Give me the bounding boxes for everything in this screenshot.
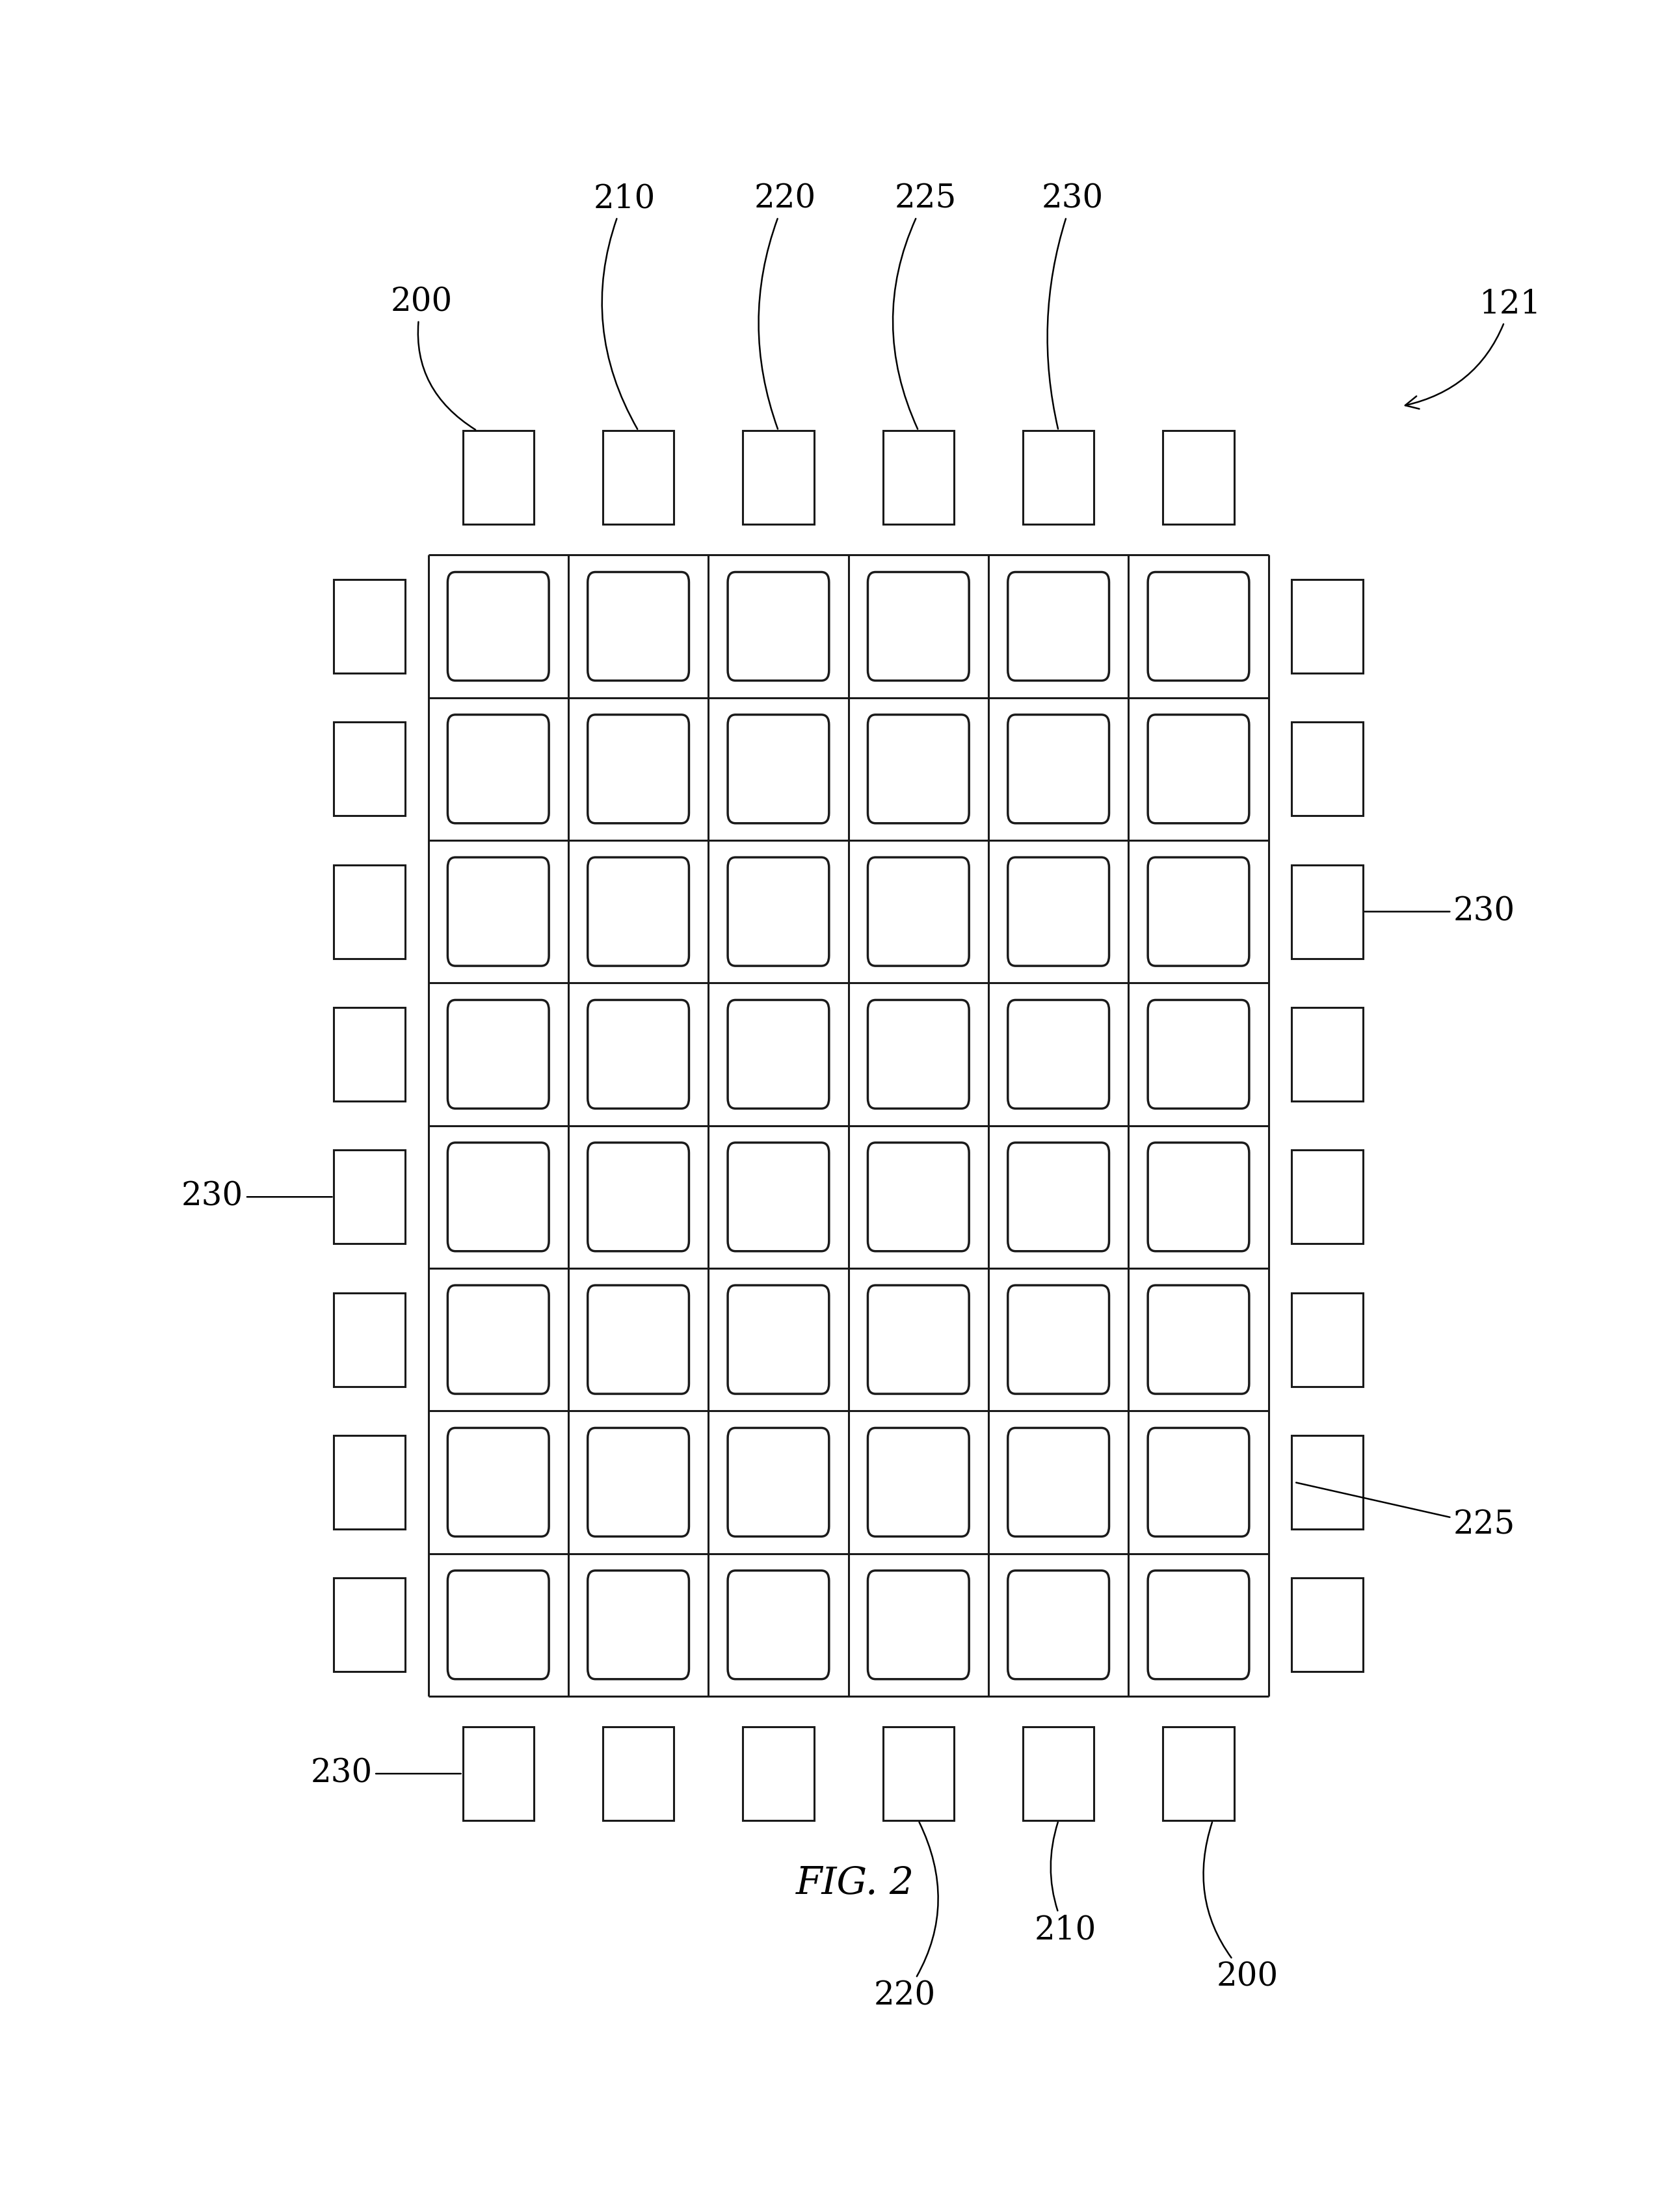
Bar <box>1291 1577 1363 1672</box>
FancyBboxPatch shape <box>1007 1285 1109 1394</box>
FancyBboxPatch shape <box>1148 1000 1249 1108</box>
FancyBboxPatch shape <box>1148 858 1249 967</box>
Text: 230: 230 <box>1364 896 1515 927</box>
Bar <box>602 1728 674 1820</box>
FancyBboxPatch shape <box>587 858 689 967</box>
Bar <box>334 721 405 816</box>
FancyBboxPatch shape <box>447 1000 549 1108</box>
FancyBboxPatch shape <box>867 1571 969 1679</box>
FancyBboxPatch shape <box>727 714 829 823</box>
Bar <box>334 865 405 958</box>
Bar <box>1022 1728 1094 1820</box>
Text: 210: 210 <box>1034 1823 1096 1947</box>
Text: 230: 230 <box>182 1181 332 1212</box>
FancyBboxPatch shape <box>867 1285 969 1394</box>
Bar <box>1291 1436 1363 1528</box>
Bar <box>1163 431 1234 524</box>
FancyBboxPatch shape <box>867 1144 969 1252</box>
Text: 225: 225 <box>892 184 956 429</box>
Text: 225: 225 <box>1296 1482 1516 1542</box>
Text: 200: 200 <box>1203 1823 1278 1993</box>
FancyBboxPatch shape <box>1148 1429 1249 1537</box>
FancyBboxPatch shape <box>727 1429 829 1537</box>
FancyBboxPatch shape <box>447 858 549 967</box>
FancyBboxPatch shape <box>1007 1571 1109 1679</box>
FancyBboxPatch shape <box>1007 573 1109 681</box>
FancyBboxPatch shape <box>587 1000 689 1108</box>
FancyBboxPatch shape <box>1007 858 1109 967</box>
FancyBboxPatch shape <box>1148 714 1249 823</box>
FancyBboxPatch shape <box>587 1285 689 1394</box>
Bar <box>334 1292 405 1387</box>
FancyBboxPatch shape <box>727 1144 829 1252</box>
Text: 230: 230 <box>310 1759 460 1790</box>
FancyBboxPatch shape <box>727 573 829 681</box>
FancyBboxPatch shape <box>587 714 689 823</box>
FancyBboxPatch shape <box>1007 1144 1109 1252</box>
Bar <box>1291 721 1363 816</box>
Bar <box>334 1577 405 1672</box>
FancyBboxPatch shape <box>1148 1144 1249 1252</box>
Bar <box>1022 431 1094 524</box>
Bar <box>334 580 405 672</box>
Bar <box>742 431 814 524</box>
FancyBboxPatch shape <box>447 573 549 681</box>
FancyBboxPatch shape <box>727 1285 829 1394</box>
FancyBboxPatch shape <box>447 714 549 823</box>
Bar <box>1291 1150 1363 1243</box>
Text: 230: 230 <box>1041 184 1104 429</box>
FancyBboxPatch shape <box>587 1571 689 1679</box>
FancyBboxPatch shape <box>727 1000 829 1108</box>
FancyBboxPatch shape <box>1007 1429 1109 1537</box>
Text: 220: 220 <box>874 1823 937 2013</box>
FancyBboxPatch shape <box>867 1000 969 1108</box>
Bar <box>882 431 954 524</box>
FancyBboxPatch shape <box>447 1144 549 1252</box>
Bar <box>1291 1006 1363 1102</box>
FancyBboxPatch shape <box>867 714 969 823</box>
FancyBboxPatch shape <box>587 1429 689 1537</box>
FancyBboxPatch shape <box>867 573 969 681</box>
FancyBboxPatch shape <box>867 858 969 967</box>
Text: FIG. 2: FIG. 2 <box>796 1865 914 1902</box>
Text: 200: 200 <box>390 285 475 429</box>
Text: 220: 220 <box>754 184 816 429</box>
Bar <box>742 1728 814 1820</box>
Bar <box>334 1006 405 1102</box>
Bar <box>1291 865 1363 958</box>
Bar <box>602 431 674 524</box>
FancyBboxPatch shape <box>1007 1000 1109 1108</box>
FancyBboxPatch shape <box>727 1571 829 1679</box>
FancyBboxPatch shape <box>587 573 689 681</box>
FancyBboxPatch shape <box>1148 573 1249 681</box>
FancyBboxPatch shape <box>587 1144 689 1252</box>
Bar <box>1163 1728 1234 1820</box>
Bar <box>334 1436 405 1528</box>
FancyBboxPatch shape <box>1007 714 1109 823</box>
Text: 121: 121 <box>1404 288 1541 409</box>
FancyBboxPatch shape <box>447 1429 549 1537</box>
FancyBboxPatch shape <box>447 1285 549 1394</box>
FancyBboxPatch shape <box>447 1571 549 1679</box>
Bar <box>334 1150 405 1243</box>
Bar <box>882 1728 954 1820</box>
FancyBboxPatch shape <box>867 1429 969 1537</box>
Bar <box>462 1728 534 1820</box>
Bar <box>462 431 534 524</box>
Text: 210: 210 <box>594 184 656 429</box>
Bar <box>1291 1292 1363 1387</box>
FancyBboxPatch shape <box>1148 1571 1249 1679</box>
FancyBboxPatch shape <box>1148 1285 1249 1394</box>
Bar <box>1291 580 1363 672</box>
FancyBboxPatch shape <box>727 858 829 967</box>
